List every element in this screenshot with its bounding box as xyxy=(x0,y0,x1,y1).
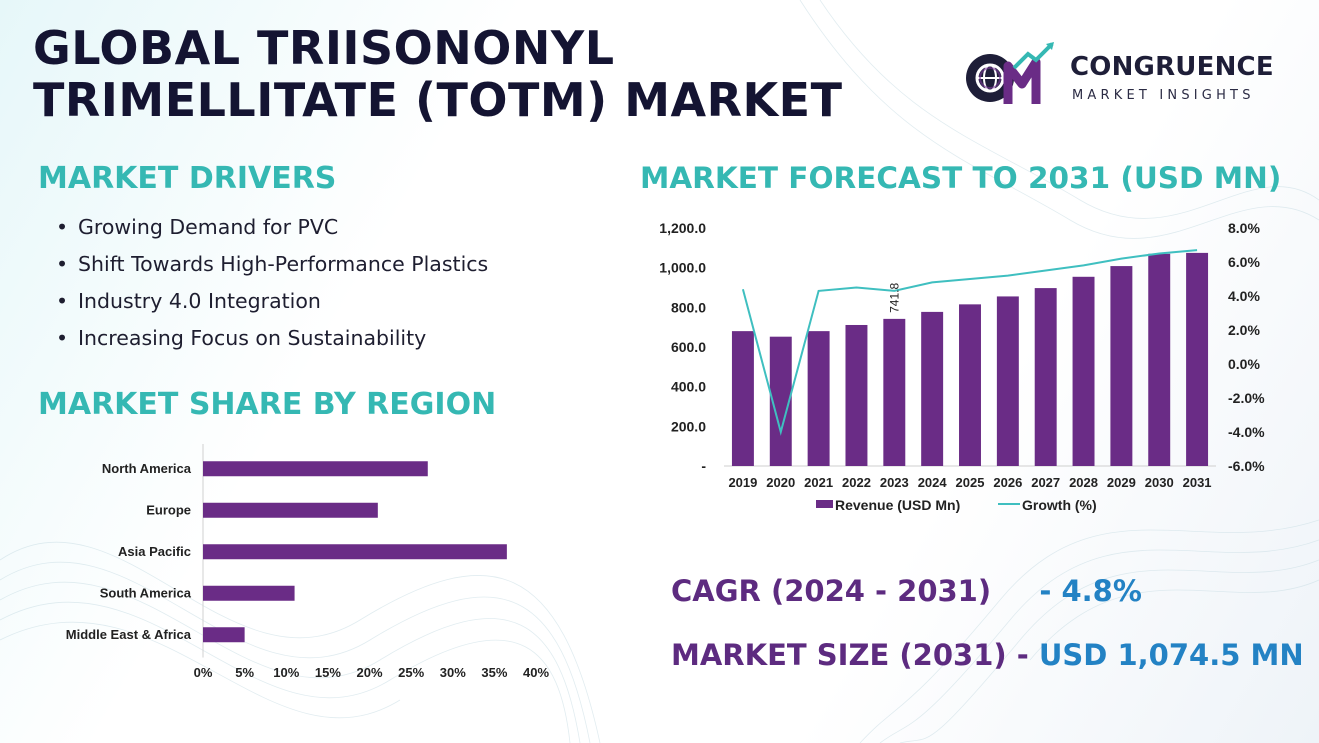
y-left-tick-label: 200.0 xyxy=(671,418,706,434)
revenue-bar xyxy=(1110,266,1133,466)
revenue-bar xyxy=(959,304,981,466)
bullet-icon: • xyxy=(56,252,69,276)
legend-revenue-label: Revenue (USD Mn) xyxy=(835,497,960,513)
x-tick-label: 2028 xyxy=(1069,475,1098,490)
category-label: Middle East & Africa xyxy=(66,627,192,642)
y-left-tick-label: 1,200.0 xyxy=(659,220,706,236)
x-tick-label: 2029 xyxy=(1107,475,1136,490)
y-left-tick-label: 400.0 xyxy=(671,379,706,395)
bullet-icon: • xyxy=(56,326,69,350)
region-share-chart-svg: North America Europe Asia Pacific South Ame… xyxy=(66,444,549,680)
driver-text: Industry 4.0 Integration xyxy=(78,289,321,313)
page-title-line-1: GLOBAL TRIISONONYL xyxy=(33,21,615,75)
revenue-bar xyxy=(921,311,944,466)
market-share-heading: MARKET SHARE BY REGION xyxy=(38,387,497,422)
company-logo: CONGRUENCE MARKET INSIGHTS xyxy=(962,40,1292,112)
bar xyxy=(203,461,428,477)
revenue-bar xyxy=(845,324,868,466)
data-label: 741.8 xyxy=(887,283,901,313)
x-tick-label: 15% xyxy=(315,665,341,680)
revenue-bar xyxy=(1034,288,1057,466)
market-size-stat: MARKET SIZE (2031) - USD 1,074.5 MN xyxy=(671,638,1304,672)
x-tick-label: 2022 xyxy=(842,475,871,490)
x-tick-label: 2026 xyxy=(993,475,1022,490)
x-tick-label: 25% xyxy=(398,665,424,680)
market-drivers-list: • Growing Demand for PVC • Shift Towards H… xyxy=(56,212,488,360)
y-right-tick-label: 2.0% xyxy=(1228,322,1260,338)
x-tick-label: 0% xyxy=(194,665,213,680)
legend-revenue-swatch xyxy=(816,500,833,508)
revenue-bar xyxy=(1148,253,1171,466)
market-forecast-chart: - 200.0 400.0 600.0 800.0 1,000.0 1,200.0 -6.0%… xyxy=(640,210,1300,534)
driver-item: • Industry 4.0 Integration xyxy=(56,286,488,323)
y-right-tick-label: 8.0% xyxy=(1228,220,1260,236)
bar xyxy=(203,502,378,518)
x-tick-label: 2030 xyxy=(1145,475,1174,490)
y-left-tick-label: - xyxy=(701,458,706,474)
x-tick-label: 2024 xyxy=(918,475,948,490)
driver-text: Increasing Focus on Sustainability xyxy=(78,326,427,350)
x-tick-label: 10% xyxy=(273,665,299,680)
market-drivers-heading: MARKET DRIVERS xyxy=(38,161,337,196)
y-left-tick-label: 800.0 xyxy=(671,299,706,315)
bar xyxy=(203,627,245,643)
market-size-value: USD 1,074.5 MN xyxy=(1038,638,1304,672)
driver-item: • Growing Demand for PVC xyxy=(56,212,488,249)
driver-item: • Shift Towards High-Performance Plastics xyxy=(56,249,488,286)
category-label: Asia Pacific xyxy=(118,544,191,559)
y-left-tick-label: 600.0 xyxy=(671,339,706,355)
market-forecast-chart-svg: - 200.0 400.0 600.0 800.0 1,000.0 1,200.0 -6.0%… xyxy=(659,220,1265,513)
x-tick-label: 5% xyxy=(235,665,254,680)
x-tick-label: 35% xyxy=(481,665,507,680)
y-left-tick-label: 1,000.0 xyxy=(659,260,706,276)
y-right-tick-label: 0.0% xyxy=(1228,356,1260,372)
bullet-icon: • xyxy=(56,289,69,313)
region-share-chart: North America Europe Asia Pacific South Ame… xyxy=(40,440,580,694)
x-tick-label: 2027 xyxy=(1031,475,1060,490)
category-label: South America xyxy=(100,585,192,600)
revenue-bar xyxy=(1072,276,1095,466)
x-tick-label: 2023 xyxy=(880,475,909,490)
cagr-value: - 4.8% xyxy=(1039,574,1142,608)
y-right-tick-label: 4.0% xyxy=(1228,288,1260,304)
revenue-bar xyxy=(731,331,754,466)
revenue-bar xyxy=(883,318,906,466)
y-right-tick-label: -4.0% xyxy=(1228,424,1265,440)
x-tick-label: 2020 xyxy=(766,475,795,490)
logo-subtitle: MARKET INSIGHTS xyxy=(1072,88,1255,103)
x-tick-label: 20% xyxy=(356,665,382,680)
revenue-bar xyxy=(996,296,1019,466)
x-tick-label: 2025 xyxy=(956,475,985,490)
x-tick-label: 30% xyxy=(440,665,466,680)
bar xyxy=(203,585,295,601)
bar xyxy=(203,544,507,560)
logo-name: CONGRUENCE xyxy=(1070,52,1274,82)
page-title-line-2: TRIMELLITATE (TOTM) MARKET xyxy=(33,73,843,127)
x-tick-label: 40% xyxy=(523,665,549,680)
revenue-bar xyxy=(1186,252,1209,466)
x-tick-label: 2031 xyxy=(1183,475,1212,490)
y-right-tick-label: -2.0% xyxy=(1228,390,1265,406)
x-tick-label: 2019 xyxy=(728,475,757,490)
market-size-label: MARKET SIZE (2031) - xyxy=(671,638,1029,672)
driver-item: • Increasing Focus on Sustainability xyxy=(56,323,488,360)
market-forecast-heading: MARKET FORECAST TO 2031 (USD MN) xyxy=(640,161,1282,195)
y-right-tick-label: 6.0% xyxy=(1228,254,1260,270)
cagr-stat: CAGR (2024 - 2031) - 4.8% xyxy=(671,574,1142,608)
driver-text: Shift Towards High-Performance Plastics xyxy=(78,252,489,276)
revenue-bar xyxy=(807,331,830,466)
revenue-bar xyxy=(769,336,792,466)
bullet-icon: • xyxy=(56,215,69,239)
cmi-globe-logo-icon xyxy=(966,42,1054,104)
y-right-tick-label: -6.0% xyxy=(1228,458,1265,474)
growth-line xyxy=(741,249,1198,436)
driver-text: Growing Demand for PVC xyxy=(78,215,339,239)
cagr-label: CAGR (2024 - 2031) xyxy=(671,574,992,608)
category-label: Europe xyxy=(146,502,191,517)
category-label: North America xyxy=(102,461,192,476)
legend-growth-label: Growth (%) xyxy=(1022,497,1097,513)
page-title: GLOBAL TRIISONONYL TRIMELLITATE (TOTM) M… xyxy=(33,22,842,126)
x-tick-label: 2021 xyxy=(804,475,833,490)
